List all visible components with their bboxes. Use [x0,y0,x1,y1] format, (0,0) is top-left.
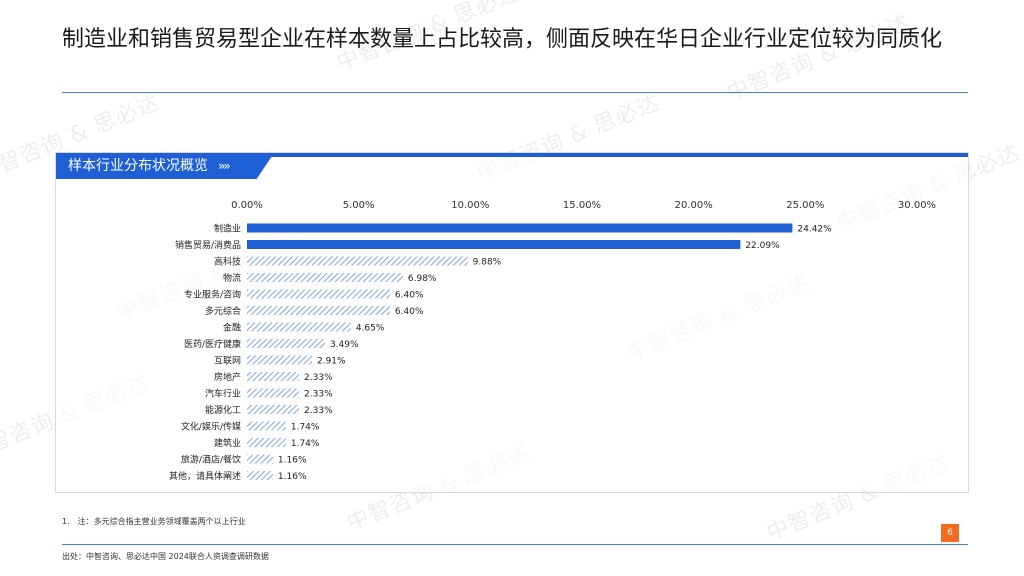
bar [247,372,300,381]
category-label: 制造业 [214,223,241,235]
x-tick-label: 30.00% [898,200,936,211]
category-label: 其他，请具体阐述 [169,470,241,482]
panel-top-rule [56,153,968,157]
category-label: 销售贸易/消费品 [175,239,241,251]
bar [247,388,300,398]
double-chevron-right-icon: »» [218,159,231,173]
panel-header-label: 样本行业分布状况概览 [68,158,208,174]
category-label: 文化/娱乐/传媒 [181,421,241,433]
category-label: 多元综合 [205,305,241,317]
x-tick-label: 20.00% [675,200,713,211]
bar [247,454,273,464]
bar [247,322,351,332]
category-label: 互联网 [214,356,241,367]
bar [247,289,390,299]
bar [247,273,403,282]
bar [247,223,793,233]
value-label: 9.88% [473,258,502,268]
value-label: 1.74% [291,439,320,449]
value-label: 22.09% [745,241,780,251]
bar [247,306,390,315]
value-label: 6.98% [408,274,437,284]
value-label: 1.16% [278,472,307,482]
page-title: 制造业和销售贸易型企业在样本数量上占比较高，侧面反映在华日企业行业定位较为同质化 [62,27,943,52]
value-label: 6.40% [395,307,424,317]
category-label: 建筑业 [214,437,241,449]
chart-panel: 样本行业分布状况概览 »» 0.00% 5.00% 10.00% 15.00% 20.00… [55,152,969,493]
bar [247,240,741,249]
industry-bar-chart: 0.00% 5.00% 10.00% 15.00% 20.00% 25.00% 30.00%… [169,200,936,482]
footer-divider [62,544,968,545]
category-label: 房地产 [214,371,241,383]
title-divider [62,92,968,93]
source-note: 出处：中智咨询、思必达中国 2024联合人资调查调研数据 [62,552,269,561]
category-label: 物流 [223,272,241,284]
footnote: 1. 注：多元综合指主营业务领域覆盖两个以上行业 [62,517,246,526]
bar [247,471,273,480]
page-number-badge: 6 [941,524,959,542]
x-tick-label: 25.00% [786,200,824,211]
value-label: 4.65% [356,324,385,334]
category-label: 高科技 [214,256,241,268]
category-label: 医药/医疗健康 [184,338,241,350]
value-label: 24.42% [797,225,832,235]
bar [247,355,312,365]
bar [247,405,300,414]
x-tick-label: 10.00% [451,200,489,211]
value-label: 1.16% [278,456,307,466]
value-label: 1.74% [291,423,320,433]
x-tick-label: 0.00% [231,200,263,211]
bar [247,421,286,431]
bar [247,438,286,447]
bar [247,256,468,266]
value-label: 3.49% [330,340,359,350]
panel-header: 样本行业分布状况概览 »» [56,153,274,179]
value-label: 2.33% [304,373,333,383]
bar [247,339,325,348]
x-tick-label: 15.00% [563,200,601,211]
x-tick-label: 5.00% [343,200,375,211]
category-label: 金融 [223,322,241,334]
value-label: 2.33% [304,406,333,416]
category-label: 旅游/酒店/餐饮 [181,454,241,466]
category-label: 汽车行业 [205,388,241,400]
category-label: 能源化工 [205,404,241,416]
value-label: 2.33% [304,390,333,400]
category-label: 专业服务/咨询 [184,289,241,301]
value-label: 2.91% [317,357,346,367]
value-label: 6.40% [395,291,424,301]
